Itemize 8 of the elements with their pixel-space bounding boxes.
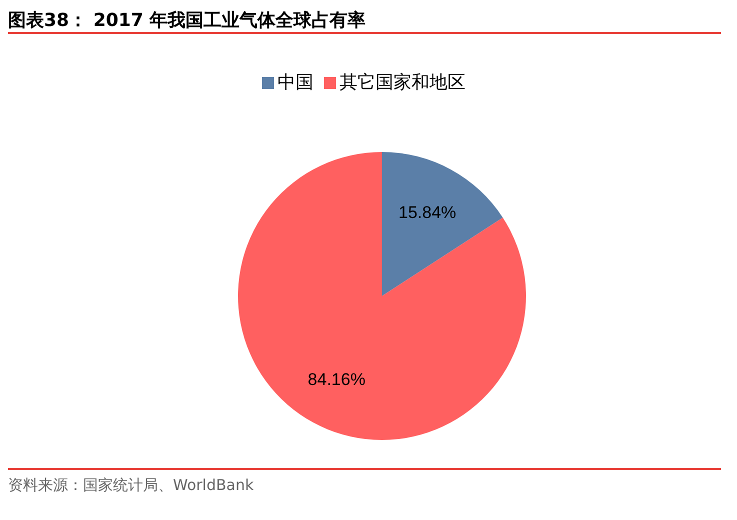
data-label: 84.16% — [308, 370, 366, 390]
pie-slice — [238, 152, 526, 440]
legend-label: 中国 — [278, 72, 314, 93]
chart-title: 图表38： 2017 年我国工业气体全球占有率 — [8, 9, 366, 32]
text: 资料来源：国家统计局、WorldBank — [8, 476, 254, 495]
legend-label: 其它国家和地区 — [340, 72, 466, 93]
data-label: 15.84% — [398, 202, 456, 222]
pie-slice — [382, 152, 503, 296]
